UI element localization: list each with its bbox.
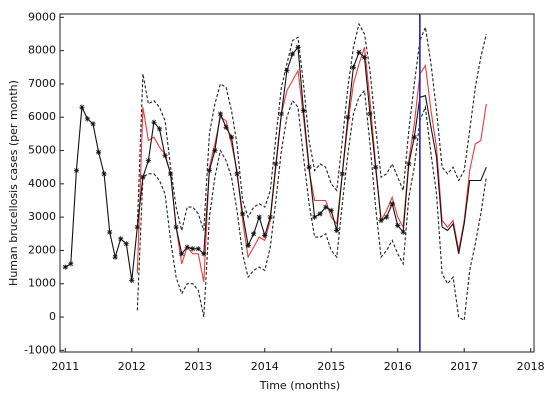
star-marker [411, 134, 417, 140]
star-marker [145, 157, 152, 164]
star-marker [240, 211, 246, 217]
star-marker [339, 171, 345, 177]
star-marker [212, 147, 218, 154]
series-line [136, 47, 487, 283]
x-axis-label: Time (months) [259, 379, 340, 392]
star-marker [162, 152, 168, 159]
star-marker [228, 134, 235, 140]
star-marker [68, 261, 74, 267]
y-tick-label: 9000 [28, 10, 56, 23]
star-marker [378, 217, 384, 224]
x-tick-label: 2017 [450, 360, 478, 373]
star-marker [361, 54, 368, 60]
series-line [136, 89, 487, 322]
star-marker [328, 207, 334, 214]
star-marker [256, 214, 262, 220]
star-marker [84, 116, 91, 122]
star-marker [251, 231, 257, 237]
star-marker [345, 114, 351, 120]
star-marker [356, 49, 362, 55]
y-tick-label: 3000 [28, 210, 56, 223]
y-axis-label: Human brucellosis cases (per month) [7, 80, 20, 286]
y-tick-label: 1000 [28, 277, 56, 290]
star-marker [295, 44, 301, 50]
star-marker [334, 227, 340, 234]
star-marker [129, 277, 135, 284]
x-tick-label: 2016 [384, 360, 412, 373]
star-marker [395, 222, 401, 229]
star-marker [223, 124, 229, 130]
star-marker [323, 204, 329, 210]
star-marker [140, 174, 146, 180]
y-tick-label: 7000 [28, 77, 56, 90]
star-marker [245, 242, 251, 249]
x-tick-label: 2014 [251, 360, 279, 373]
star-marker [306, 164, 312, 170]
star-marker [273, 161, 279, 167]
y-tick-label: -1000 [24, 343, 56, 356]
star-marker [73, 167, 80, 174]
star-marker [90, 121, 96, 127]
y-tick-label: 5000 [28, 144, 56, 157]
star-marker [79, 104, 85, 110]
x-tick-label: 2015 [317, 360, 345, 373]
star-marker [167, 171, 174, 177]
y-tick-label: 6000 [28, 110, 56, 123]
star-marker [284, 68, 290, 74]
series-line [136, 22, 487, 231]
star-marker [101, 171, 107, 177]
x-tick-label: 2011 [51, 360, 79, 373]
x-tick-label: 2012 [118, 360, 146, 373]
star-marker [267, 214, 273, 220]
star-marker [201, 251, 207, 257]
star-marker [173, 224, 179, 230]
star-marker [262, 232, 268, 239]
series-line [65, 45, 415, 281]
star-marker [389, 201, 395, 207]
star-marker [195, 246, 201, 252]
star-marker [107, 229, 113, 235]
star-marker [350, 64, 356, 70]
star-marker [179, 251, 185, 257]
series-line [413, 94, 487, 254]
x-tick-label: 2018 [517, 360, 545, 373]
star-marker [151, 119, 157, 125]
star-marker [317, 211, 323, 217]
star-marker [400, 229, 406, 235]
y-tick-label: 2000 [28, 243, 56, 256]
star-marker [206, 167, 212, 174]
y-tick-label: 4000 [28, 177, 56, 190]
star-marker [217, 111, 224, 117]
y-tick-label: 0 [49, 310, 56, 323]
star-marker [278, 111, 284, 117]
star-marker [234, 171, 240, 177]
star-marker [406, 161, 412, 167]
plot-frame [59, 13, 535, 353]
star-marker [95, 149, 102, 155]
star-marker [112, 254, 118, 260]
star-marker [367, 111, 373, 117]
star-marker [62, 264, 68, 270]
star-marker [372, 164, 379, 170]
star-marker [118, 236, 124, 242]
star-marker [156, 126, 163, 132]
star-marker [190, 246, 196, 252]
star-marker [134, 224, 140, 230]
star-marker [123, 241, 129, 247]
star-marker [289, 51, 296, 57]
star-marker [300, 107, 307, 114]
star-marker [184, 244, 190, 250]
x-tick-label: 2013 [184, 360, 212, 373]
star-marker [312, 214, 318, 220]
star-marker [384, 214, 390, 220]
y-tick-label: 8000 [28, 44, 56, 57]
